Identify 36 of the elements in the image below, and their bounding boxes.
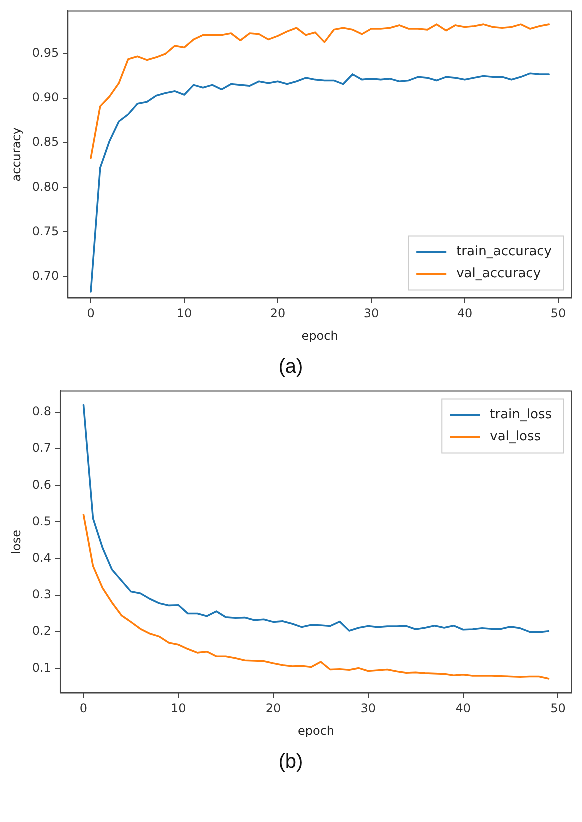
x-tick-label: 10 <box>170 702 186 716</box>
legend-label: train_accuracy <box>456 244 552 260</box>
x-tick-label: 50 <box>550 702 566 716</box>
legend-label: val_accuracy <box>456 266 542 282</box>
x-tick-label: 0 <box>80 702 88 716</box>
y-tick-label: 0.7 <box>32 441 52 456</box>
y-tick-label: 0.85 <box>32 135 60 150</box>
x-tick-label: 10 <box>176 306 192 321</box>
x-axis-title: epoch <box>302 328 338 343</box>
x-tick-label: 40 <box>456 702 471 716</box>
y-tick-label: 0.4 <box>32 550 52 565</box>
y-tick-label: 0.1 <box>32 660 52 675</box>
x-tick-label: 30 <box>364 306 380 321</box>
y-tick-label: 0.75 <box>32 224 60 238</box>
y-tick-label: 0.8 <box>32 404 52 419</box>
x-tick-label: 40 <box>457 306 473 321</box>
y-tick-label: 0.3 <box>32 588 52 602</box>
text: (a) <box>278 355 304 380</box>
x-tick-label: 0 <box>87 306 95 321</box>
text: (b) <box>278 750 304 775</box>
y-tick-label: 0.70 <box>32 268 60 283</box>
y-axis-title: accuracy <box>9 128 24 182</box>
legend-label: train_loss <box>490 408 552 423</box>
x-tick-label: 50 <box>550 306 566 321</box>
x-tick-label: 20 <box>266 702 282 716</box>
y-axis-title: lose <box>9 530 24 554</box>
y-tick-label: 0.2 <box>32 624 52 638</box>
y-tick-label: 0.5 <box>32 514 52 528</box>
legend-label: val_loss <box>490 430 542 445</box>
y-tick-label: 0.95 <box>32 46 60 60</box>
y-tick-label: 0.80 <box>32 180 60 194</box>
x-tick-label: 20 <box>270 306 286 321</box>
y-tick-label: 0.90 <box>32 90 60 105</box>
x-axis-title: epoch <box>298 724 335 738</box>
x-tick-label: 30 <box>360 702 376 716</box>
y-tick-label: 0.6 <box>32 478 52 492</box>
